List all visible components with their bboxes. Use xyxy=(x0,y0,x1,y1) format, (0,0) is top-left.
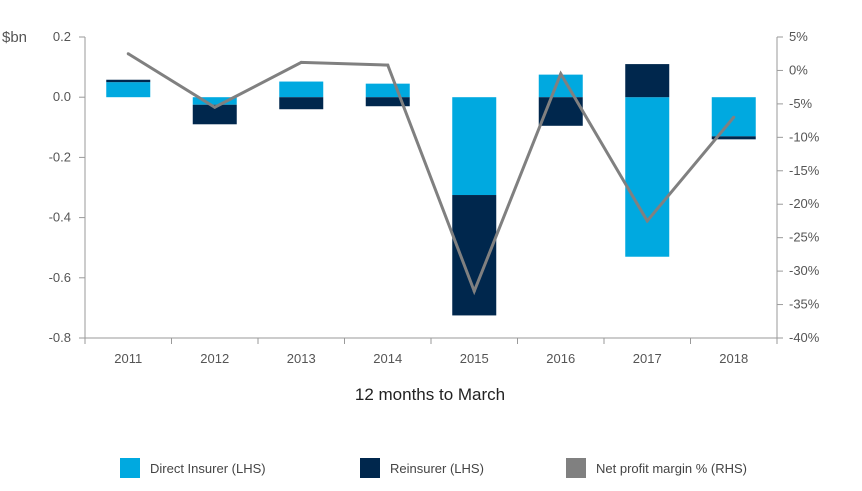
bar-reinsurer-2013 xyxy=(279,97,324,110)
x-tick-label: 2014 xyxy=(373,351,402,366)
chart-svg: $bn 12 months to March 0.2 0.0 -0.2 -0.4 -0.… xyxy=(2,29,820,404)
bar-reinsurer-2017 xyxy=(625,64,670,98)
right-tick-label: -25% xyxy=(789,230,820,245)
line-point-2012 xyxy=(213,105,217,109)
bar-direct-insurer-2011 xyxy=(106,82,151,98)
bar-reinsurer-2012 xyxy=(192,104,237,125)
legend-label-reinsurer: Reinsurer (LHS) xyxy=(390,460,484,476)
line-point-2014 xyxy=(386,63,390,67)
right-tick-label: 5% xyxy=(789,29,808,44)
line-net-profit-margin xyxy=(127,52,735,296)
tick-labels: 0.2 0.0 -0.2 -0.4 -0.6 -0.8 5% 0% -5% -10% -15% -20… xyxy=(49,29,820,366)
x-tick-label: 2016 xyxy=(546,351,575,366)
bar-direct-insurer-2013 xyxy=(279,81,324,98)
bar-direct-insurer-2016 xyxy=(538,74,583,98)
left-tick-label: -0.6 xyxy=(49,270,71,285)
legend-item-reinsurer: Reinsurer (LHS) xyxy=(360,458,484,478)
x-tick-label: 2017 xyxy=(633,351,662,366)
margin-line xyxy=(126,52,736,296)
x-tick-label: 2015 xyxy=(460,351,489,366)
legend-item-direct-insurer: Direct Insurer (LHS) xyxy=(120,458,266,478)
right-tick-label: -20% xyxy=(789,196,820,211)
left-tick-label: 0.2 xyxy=(53,29,71,44)
right-tick-label: -10% xyxy=(789,129,820,144)
left-tick-label: -0.8 xyxy=(49,330,71,345)
bar-reinsurer-2011 xyxy=(106,79,151,83)
right-tick-label: -35% xyxy=(789,297,820,312)
bar-direct-insurer-2015 xyxy=(452,97,497,196)
line-point-2013 xyxy=(299,60,303,64)
axes xyxy=(79,36,783,344)
right-tick-label: -15% xyxy=(789,163,820,178)
legend-swatch-net-profit-margin xyxy=(566,458,586,478)
x-tick-label: 2011 xyxy=(114,351,142,366)
right-tick-label: -5% xyxy=(789,96,813,111)
right-tick-label: 0% xyxy=(789,62,808,77)
legend: Direct Insurer (LHS) Reinsurer (LHS) Net… xyxy=(0,452,862,482)
bar-direct-insurer-2014 xyxy=(365,83,410,98)
bar-reinsurer-2018 xyxy=(711,136,756,140)
left-tick-label: -0.4 xyxy=(49,210,71,225)
legend-label-direct-insurer: Direct Insurer (LHS) xyxy=(150,460,266,476)
line-point-2016 xyxy=(559,72,563,76)
right-tick-label: -30% xyxy=(789,263,820,278)
legend-swatch-direct-insurer xyxy=(120,458,140,478)
line-point-2015 xyxy=(472,289,476,293)
y-axis-label: $bn xyxy=(2,29,27,46)
line-point-2011 xyxy=(126,52,130,56)
bar-direct-insurer-2017 xyxy=(625,97,670,257)
x-tick-label: 2013 xyxy=(287,351,316,366)
line-point-2017 xyxy=(645,219,649,223)
x-axis-label: 12 months to March xyxy=(355,385,505,404)
bar-direct-insurer-2012 xyxy=(192,97,237,105)
right-tick-label: -40% xyxy=(789,330,820,345)
line-point-2018 xyxy=(732,115,736,119)
left-tick-label: 0.0 xyxy=(53,89,71,104)
bar-reinsurer-2014 xyxy=(365,97,410,107)
left-tick-label: -0.2 xyxy=(49,149,71,164)
legend-label-net-profit-margin: Net profit margin % (RHS) xyxy=(596,460,747,476)
legend-item-net-profit-margin: Net profit margin % (RHS) xyxy=(566,458,747,478)
x-tick-label: 2012 xyxy=(200,351,229,366)
x-tick-label: 2018 xyxy=(719,351,748,366)
legend-swatch-reinsurer xyxy=(360,458,380,478)
